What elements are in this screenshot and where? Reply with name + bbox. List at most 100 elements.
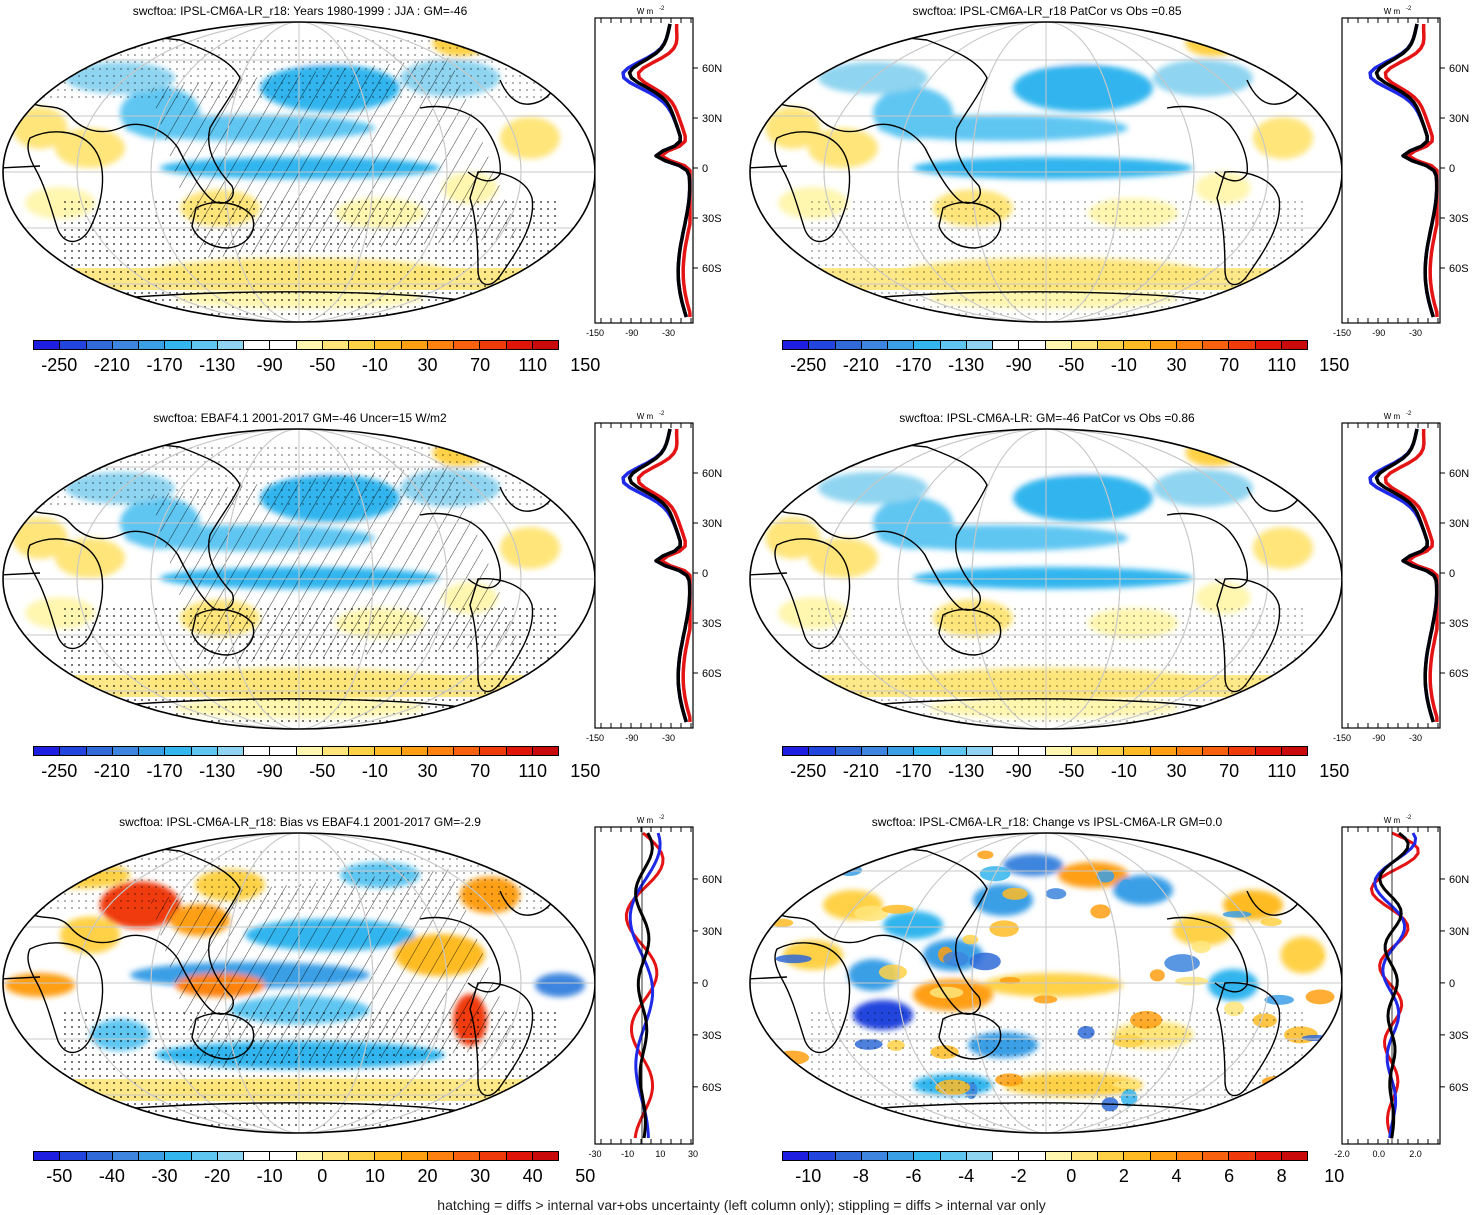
field-region [1264,994,1295,1005]
colorbar-label: 110 [1267,355,1297,375]
zonal-x-tick-label: -150 [586,733,604,743]
panel-6-colorbar-labels: -10 -8 -6 -4 -2 0 2 4 6 8 10 [782,1166,1344,1188]
field-region [1191,940,1211,954]
colorbar-label: 150 [570,761,601,781]
colorbar-label: -6 [905,1166,922,1186]
zonal-line-black [1374,23,1439,318]
colorbar-swatch [270,341,297,349]
colorbar-swatch [1229,1152,1256,1160]
zonal-line-black [1374,428,1439,723]
colorbar-swatch [835,341,862,349]
panel-1-colorbar [33,340,559,350]
colorbar-swatch [401,747,428,755]
zonal-unit-label: W m [1384,412,1401,421]
zonal-x-tick-label: 0.0 [1372,1149,1385,1159]
colorbar-swatch [1281,341,1307,349]
coastline [19,847,241,1015]
colorbar-swatch [506,747,533,755]
colorbar-swatch [349,341,376,349]
stippling-region [3,445,595,505]
graticule-meridian [150,833,448,1133]
panel-1-map [2,21,596,323]
zonal-lat-label: 30N [1449,926,1469,938]
zonal-lat-label: 60S [1449,263,1469,275]
colorbar-swatch [1203,341,1230,349]
zonal-x-tick-label: 2.0 [1409,1149,1422,1159]
field-region [818,472,928,504]
field-region [12,517,68,559]
coastline [191,201,255,249]
panel-2-title: swcftoa: IPSL-CM6A-LR_r18 PatCor vs Obs … [912,4,1182,18]
graticule-meridian [971,22,1121,322]
panel-6-colorbar [782,1151,1308,1161]
zonal-lat-label: 30S [702,213,722,225]
field-region [881,904,914,914]
stippling-region [3,38,595,98]
colorbar-label: -10 [361,355,388,375]
panel-3-colorbar-labels: -250 -210 -170 -130 -90 -50 -10 30 70 110 150 [33,761,600,783]
colorbar-swatch [427,341,454,349]
coastline [469,171,534,286]
zonal-lat-label: 30N [1449,113,1469,125]
coastline [938,201,1002,249]
colorbar-label: -4 [958,1166,975,1186]
field-region [973,452,1133,474]
colorbar-swatch [401,1152,428,1160]
colorbar-swatch [322,747,349,755]
coastline [774,942,851,1053]
zonal-lat-label: 30S [1449,1030,1469,1042]
colorbar-swatch [1124,341,1151,349]
colorbar-swatch [270,747,297,755]
stippling-region [60,198,560,318]
field-region [5,973,75,997]
colorbar-swatch [993,341,1020,349]
coastline [27,942,104,1053]
panel-2-colorbar [782,340,1308,350]
zonal-lat-label: 0 [702,163,708,175]
colorbar-swatch [966,1152,993,1160]
graticule-meridian [224,833,374,1133]
zonal-x-tick-label: -30 [1409,733,1422,743]
panel-5-map [2,832,596,1134]
zonal-x-tick-label: -30 [588,1149,601,1159]
colorbar-label: -170 [895,761,932,781]
field-region [1222,911,1252,918]
field-region [1173,914,1233,946]
colorbar-label: -10 [256,1166,283,1186]
colorbar-label: -50 [1058,761,1085,781]
colorbar-swatch [940,1152,967,1160]
colorbar-swatch [86,1152,113,1160]
colorbar-swatch [427,1152,454,1160]
field-region [60,916,120,954]
colorbar-label: 70 [470,761,491,781]
colorbar-label: -130 [199,761,236,781]
colorbar-swatch [112,341,139,349]
colorbar-label: -170 [146,761,183,781]
colorbar-swatch [783,1152,810,1160]
colorbar-swatch [296,747,323,755]
field-region [929,986,964,999]
colorbar-swatch [1255,1152,1282,1160]
colorbar-swatch [244,341,271,349]
coastline [3,572,41,576]
graticule-meridian [150,22,448,322]
field-region [943,951,969,967]
colorbar-swatch [1124,1152,1151,1160]
colorbar-label: 8 [1276,1166,1287,1186]
colorbar-label: 30 [417,761,438,781]
colorbar-swatch [60,747,87,755]
zonal-x-tick-label: -150 [1333,328,1351,338]
field-region [1045,888,1067,900]
coastline [1216,982,1281,1097]
colorbar-label: 0 [317,1166,328,1186]
colorbar-swatch [888,747,915,755]
colorbar-swatch [940,341,967,349]
field-region [1175,976,1209,986]
zonal-x-tick-label: 10 [655,1149,665,1159]
coastline [750,976,788,980]
field-region [973,42,1133,64]
colorbar-swatch [139,747,166,755]
field-region [883,911,943,939]
coastline [938,1012,1002,1060]
colorbar-swatch [1098,1152,1125,1160]
